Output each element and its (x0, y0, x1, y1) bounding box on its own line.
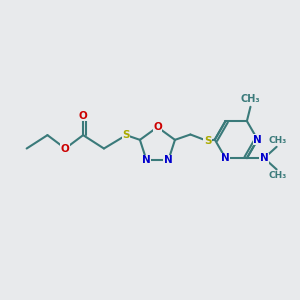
Text: S: S (204, 136, 212, 146)
Text: N: N (164, 155, 172, 166)
Text: N: N (142, 155, 151, 166)
Text: N: N (253, 135, 262, 145)
Text: O: O (61, 143, 70, 154)
Text: S: S (122, 130, 130, 140)
Text: CH₃: CH₃ (268, 136, 286, 145)
Text: CH₃: CH₃ (241, 94, 260, 104)
Text: CH₃: CH₃ (268, 172, 286, 181)
Text: N: N (221, 153, 230, 163)
Text: O: O (153, 122, 162, 132)
Text: N: N (260, 153, 268, 163)
Text: O: O (79, 111, 88, 121)
